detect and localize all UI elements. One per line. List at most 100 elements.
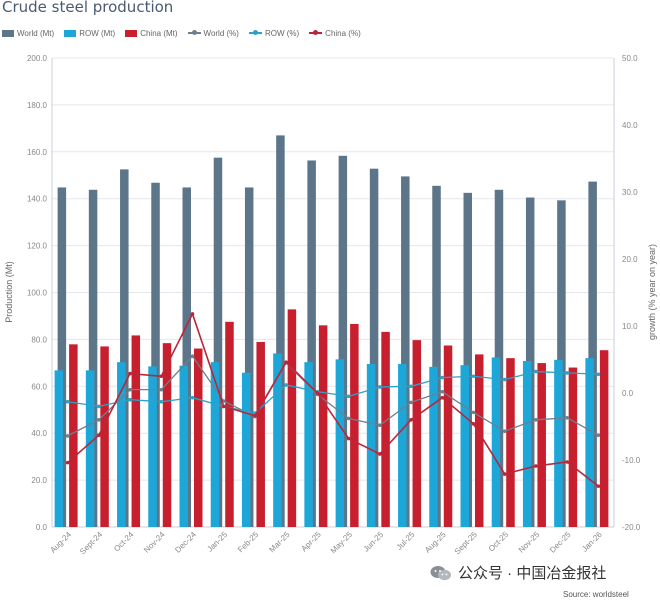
bar-china-mt [412,340,422,527]
bar-china-mt [100,346,109,527]
x-tick-label: Sept-24 [78,530,105,557]
point-row-pct [128,397,132,402]
bar-china-mt [537,363,546,527]
x-tick-label: Jul-25 [395,530,417,552]
point-china-pct [565,460,569,464]
point-china-pct [190,312,195,316]
bar-world-mt [307,160,316,527]
bar-row-mt [398,364,407,527]
bar-row-mt [304,362,313,527]
bar-world-mt [588,181,597,528]
legend-label-world-mt: World (Mt) [17,28,55,38]
x-tick-label: Dec-25 [548,530,573,555]
bar-china-mt [69,344,78,527]
x-tick-label: Apr-25 [299,530,323,554]
point-china-pct [159,374,164,379]
legend-item-row-mt: ROW (Mt) [64,29,115,38]
point-row-pct [534,369,538,374]
point-world-pct [378,423,382,427]
bar-china-mt [162,343,172,527]
point-china-pct [284,360,288,364]
bar-world-mt [120,169,129,527]
bar-world-mt [88,189,98,527]
y2-tick-label: 30.0 [622,188,638,197]
point-china-pct [128,371,132,376]
x-tick-label: Dec-24 [173,530,198,555]
bar-world-mt [338,155,348,527]
bar-row-mt [491,357,501,527]
point-china-pct [409,418,413,422]
y-axis-label: Production (Mt) [4,261,14,323]
wechat-icon [430,565,451,580]
point-world-pct [440,389,445,394]
y-tick-label: 140.0 [27,195,48,204]
legend-swatch-row-mt [64,29,77,37]
x-tick-labels: Aug-24 Sept-24 Oct-24 Nov-24 Dec-24 Jan-25 Feb… [48,530,604,557]
legend-line-row-pct [248,30,262,35]
x-tick-label: Jan-26 [580,530,604,554]
point-row-pct [502,377,507,382]
legend-label-row-pct: ROW (%) [264,28,300,38]
legend-item-row-pct: ROW (%) [248,28,300,38]
chart-title: Crude steel production [2,0,174,16]
bar-world-mt [401,176,410,528]
x-tick-label: Sept-25 [453,530,480,557]
x-tick-label: Jun-25 [362,530,386,554]
point-world-pct [565,415,569,420]
y-tick-label: 200.0 [27,54,48,63]
x-tick-label: Aug-24 [48,530,73,555]
grid-layer [52,57,614,481]
bar-china-mt [131,335,141,527]
bar-china-mt [225,321,234,527]
bar-world-mt [276,135,285,527]
legend-label-world-pct: World (%) [203,28,239,38]
bar-china-mt [599,350,609,527]
point-china-pct [534,464,538,468]
bar-china-mt [256,341,265,527]
bar-world-mt [369,168,379,527]
bar-row-mt [179,365,188,527]
legend-item-china-pct: China (%) [309,29,361,38]
bar-china-mt [350,323,359,527]
y-tick-label: 180.0 [27,101,48,110]
legend-label-china-mt: China (Mt) [140,28,178,38]
point-world-pct [128,387,132,392]
point-row-pct [97,404,101,409]
bar-china-mt [568,367,578,527]
bar-china-mt [443,345,453,527]
y-tick-labels: 0.0 20.0 40.0 60.0 80.0 100.0 120.0 140.0 160.0 1… [27,54,48,532]
bar-world-mt [57,187,67,527]
legend-swatch-world-mt [2,29,14,37]
point-row-pct [378,385,382,389]
bar-row-mt [273,353,282,527]
point-world-pct [596,433,601,438]
bar-world-mt [244,187,254,527]
y-tick-label: 100.0 [27,289,48,298]
bar-world-mt [182,187,191,527]
point-china-pct [378,452,382,456]
legend-line-world-pct [187,30,201,35]
x-tick-label: Feb-25 [236,530,261,555]
legend-label-china-pct: China (%) [325,28,361,38]
bar-row-mt [429,366,438,527]
y2-tick-label: 50.0 [622,54,638,63]
x-tick-label: May-25 [329,530,355,556]
point-china-pct [471,422,476,426]
x-tick-label: Oct-24 [112,530,136,554]
point-world-pct [471,410,476,415]
x-tick-label: Mar-25 [267,530,292,555]
bar-row-mt [241,372,251,527]
watermark-text: 公众号 · 中国冶金报社 [458,565,607,582]
point-china-pct [253,413,257,418]
bar-china-mt [287,309,297,527]
point-china-pct [596,484,601,488]
point-china-pct [502,472,507,476]
y-tick-label: 0.0 [36,523,48,532]
point-row-pct [565,371,569,375]
bar-row-mt [148,366,157,527]
point-row-pct [596,372,601,377]
point-row-pct [159,399,164,404]
bar-china-mt [194,348,203,527]
point-world-pct [190,354,195,358]
point-china-pct [97,433,101,438]
